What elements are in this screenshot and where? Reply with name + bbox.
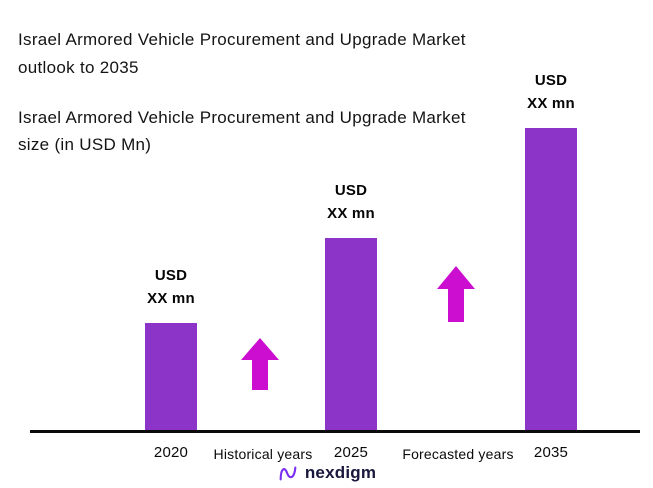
bar-group-2035: USD XX mn bbox=[491, 70, 611, 430]
chart-title-line1: Israel Armored Vehicle Procurement and U… bbox=[18, 30, 466, 49]
growth-arrow-historical bbox=[241, 338, 279, 395]
bar-value-label-2035: USD XX mn bbox=[527, 70, 575, 115]
bar-value-label-2025: USD XX mn bbox=[327, 180, 375, 225]
bar-value-line1: USD bbox=[334, 182, 368, 199]
bar-value-label-2020: USD XX mn bbox=[147, 265, 195, 310]
bar-value-line1: USD bbox=[534, 72, 568, 89]
bar-value-line2: XX mn bbox=[527, 94, 575, 112]
x-tick-2025: 2025 bbox=[333, 444, 369, 461]
period-label-forecast: Forecasted years bbox=[402, 446, 514, 462]
bar-2025 bbox=[325, 238, 377, 430]
chart-subtitle-line1: Israel Armored Vehicle Procurement and U… bbox=[18, 108, 466, 127]
nexdigm-logo-text: nexdigm bbox=[304, 463, 377, 482]
growth-arrow-icon bbox=[437, 266, 475, 322]
x-tick-2035: 2035 bbox=[533, 444, 569, 461]
growth-arrow-forecast bbox=[437, 266, 475, 327]
bar-2035 bbox=[525, 128, 577, 430]
period-label-historical: Historical years bbox=[213, 446, 313, 462]
bar-value-line2: XX mn bbox=[147, 289, 195, 307]
chart-subtitle-line2: size (in USD Mn) bbox=[18, 135, 152, 155]
x-axis-line bbox=[30, 430, 640, 433]
bar-group-2020: USD XX mn bbox=[111, 265, 231, 430]
growth-arrow-icon bbox=[241, 338, 279, 390]
bar-2020 bbox=[145, 323, 197, 430]
chart-title: Israel Armored Vehicle Procurement and U… bbox=[18, 26, 606, 82]
bar-value-line1: USD bbox=[154, 267, 188, 284]
bar-value-line2: XX mn bbox=[327, 204, 375, 222]
chart-title-line2: outlook to 2035 bbox=[18, 58, 139, 78]
nexdigm-logo: nexdigm bbox=[0, 462, 653, 484]
bar-group-2025: USD XX mn bbox=[291, 180, 411, 430]
x-tick-2020: 2020 bbox=[153, 444, 189, 461]
chart-subtitle: Israel Armored Vehicle Procurement and U… bbox=[18, 104, 606, 158]
nexdigm-logo-icon bbox=[279, 466, 297, 481]
